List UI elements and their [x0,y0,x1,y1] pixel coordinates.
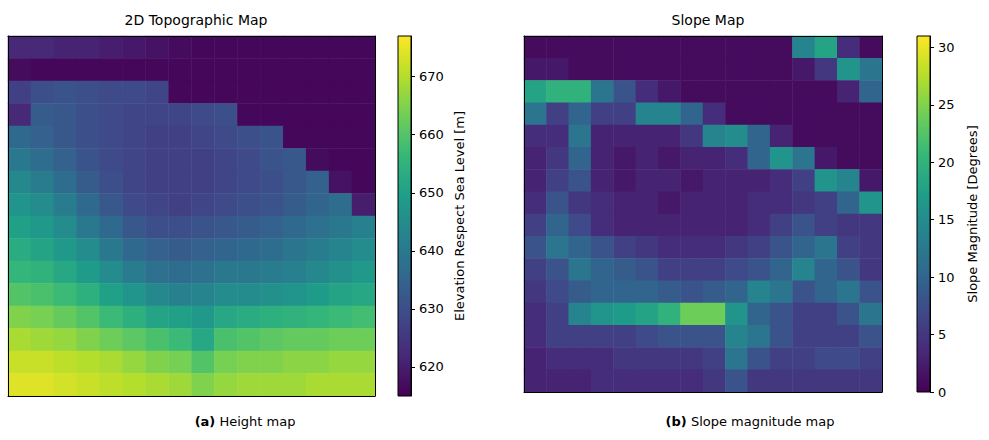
svg-text:Elevation Respect Sea Level [m: Elevation Respect Sea Level [m] [452,111,467,321]
svg-text:Slope Magnitude [Degrees]: Slope Magnitude [Degrees] [965,125,980,302]
svg-text:15: 15 [938,212,955,227]
svg-text:Slope Map: Slope Map [672,12,745,28]
svg-text:0: 0 [938,385,946,400]
svg-text:670: 670 [419,69,444,84]
svg-text:(a): (a) [195,414,216,429]
svg-text:20: 20 [938,155,955,170]
svg-text:25: 25 [938,97,955,112]
svg-text:5: 5 [938,327,946,342]
svg-text:30: 30 [938,40,955,55]
svg-text:Slope magnitude map: Slope magnitude map [687,414,835,429]
svg-text:660: 660 [419,127,444,142]
svg-text:(b): (b) [666,414,687,429]
svg-text:10: 10 [938,270,955,285]
svg-text:630: 630 [419,301,444,316]
svg-text:Height map: Height map [215,414,295,429]
svg-text:620: 620 [419,359,444,374]
svg-text:2D Topographic Map: 2D Topographic Map [125,12,268,28]
svg-text:650: 650 [419,185,444,200]
svg-text:640: 640 [419,243,444,258]
